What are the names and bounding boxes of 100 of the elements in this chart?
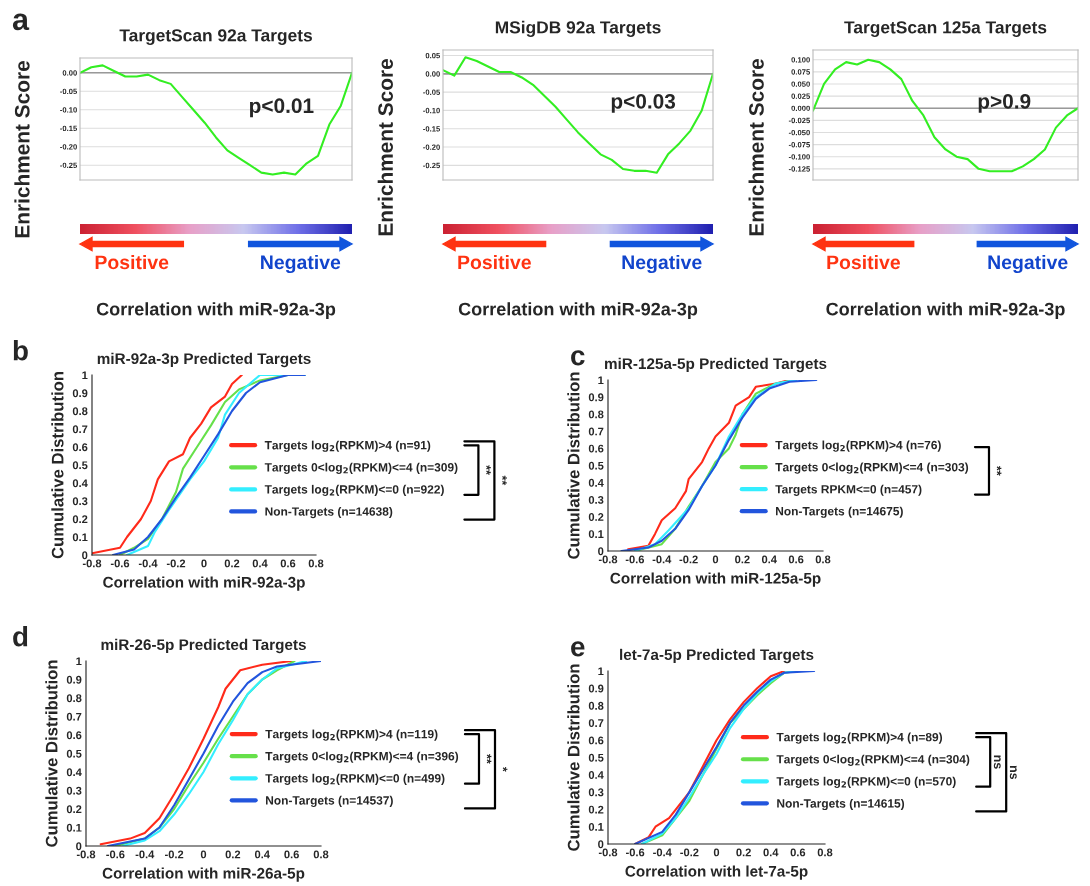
y-tick-label: 0.7 xyxy=(66,712,82,721)
y-tick-label: 1 xyxy=(82,371,88,380)
x-axis-title: Correlation with let-7a-5p xyxy=(625,865,808,880)
annotation: p>0.9 xyxy=(978,93,1031,113)
x-tick-label: -0.6 xyxy=(110,559,130,568)
y-tick-label: 0.3 xyxy=(588,788,604,797)
y-tick-label: 0.2 xyxy=(588,805,604,814)
x-tick-label: -0.2 xyxy=(164,850,184,859)
x-axis-title: Correlation with miR-92a-3p xyxy=(458,302,698,320)
x-axis-title: Correlation with miR-92a-3p xyxy=(96,302,336,320)
y-tick-label: 0.6 xyxy=(588,736,604,745)
chart-title: miR-125a-5p Predicted Targets xyxy=(605,357,827,373)
chart-title: miR-26-5p Predicted Targets xyxy=(101,638,306,654)
x-tick-label: 0 xyxy=(201,559,207,568)
line-series xyxy=(443,56,713,174)
legend-label: Targets log$_{2}$(RPKM)>4 (n=119) xyxy=(265,729,438,741)
y-tick-label: 0.1 xyxy=(66,823,82,832)
x-tick-label: 0.4 xyxy=(254,850,270,859)
y-tick-label: 0.4 xyxy=(588,771,604,779)
y-tick-label: 0.3 xyxy=(66,786,82,795)
y-tick-label: 0.4 xyxy=(66,768,82,777)
x-tick-label: 0.6 xyxy=(284,850,299,859)
line-series xyxy=(813,58,1078,173)
y-tick-label: 0.7 xyxy=(72,425,88,434)
legend-label: Targets log$_{2}$(RPKM)<=0 (n=922) xyxy=(264,484,444,497)
x-tick-label: 0.4 xyxy=(761,555,777,564)
text: Negative xyxy=(622,254,702,274)
legend-label: Targets 0<log$_{2}$(RPKM)<=4 (n=309) xyxy=(264,462,458,474)
text: ** xyxy=(996,465,1002,476)
chart-title: TargetScan 125a Targets xyxy=(844,21,1047,38)
x-tick-label: -0.2 xyxy=(680,848,699,857)
annotation: p<0.03 xyxy=(611,93,676,113)
x-tick-label: 0.8 xyxy=(815,555,831,564)
y-tick-label: 0.3 xyxy=(72,497,88,506)
y-tick-label: 0 xyxy=(76,842,82,851)
x-tick-label: 0.2 xyxy=(225,850,241,859)
text: Positive xyxy=(827,254,900,270)
y-axis-title: Cumulative Distribution xyxy=(45,660,58,847)
x-tick-label: -0.4 xyxy=(138,559,158,568)
legend-label: Targets RPKM<=0 (n=457) xyxy=(775,484,922,496)
y-tick-label: 0 xyxy=(598,840,604,849)
chart-title: let-7a-5p Predicted Targets xyxy=(620,648,814,664)
x-tick-label: -0.8 xyxy=(598,848,618,857)
text: d xyxy=(13,626,28,647)
y-axis-title: Cumulative Distribution xyxy=(51,372,64,559)
x-tick-label: 0.2 xyxy=(736,848,751,857)
x-tick-label: -0.4 xyxy=(653,848,672,857)
chart-title: miR-92a-3p Predicted Targets xyxy=(97,352,311,368)
legend-label: Non-Targets (n=14537) xyxy=(266,795,393,808)
y-tick-label: 0.7 xyxy=(588,719,604,728)
chart-title: MSigDB 92a Targets xyxy=(495,20,661,38)
y-tick-label: 0.2 xyxy=(72,515,88,524)
y-tick-label: 0.8 xyxy=(588,410,604,419)
x-axis-title: Correlation with miR-92a-3p xyxy=(103,576,305,591)
y-tick-label: 0.8 xyxy=(72,407,88,416)
x-tick-label: 0.8 xyxy=(817,848,833,857)
text: ** xyxy=(502,475,507,486)
text: ** xyxy=(486,465,491,475)
y-tick-label: 0 xyxy=(598,547,604,556)
y-axis-title: Enrichment Score xyxy=(377,59,393,236)
x-axis-title: Correlation with miR-125a-5p xyxy=(610,572,821,587)
text: b xyxy=(13,340,28,361)
y-tick-label: 0.6 xyxy=(588,444,604,453)
text: ns xyxy=(1009,765,1017,780)
legend-label: Targets log$_{2}$(RPKM)<=0 (n=570) xyxy=(776,776,956,788)
y-tick-label: 0.9 xyxy=(588,684,604,693)
y-tick-label: 0.5 xyxy=(588,753,604,762)
text: ** xyxy=(486,754,492,764)
y-tick-label: 0.9 xyxy=(72,389,88,398)
legend-label: Non-Targets (n=14638) xyxy=(265,506,393,519)
x-tick-label: -0.2 xyxy=(679,555,698,564)
y-tick-label: 0.6 xyxy=(66,731,82,740)
text: Positive xyxy=(458,254,531,270)
x-tick-label: 0.2 xyxy=(224,559,240,568)
y-tick-label: 0.2 xyxy=(588,513,604,521)
y-tick-label: 0.8 xyxy=(66,694,82,703)
x-tick-label: 0 xyxy=(713,848,720,857)
y-tick-label: 1 xyxy=(76,657,82,666)
text: Positive xyxy=(95,254,169,270)
legend-label: Targets 0<log$_{2}$(RPKM)<=4 (n=304) xyxy=(776,754,970,766)
y-axis-title: Enrichment Score xyxy=(748,59,764,236)
legend-label: Targets 0<log$_{2}$(RPKM)<=4 (n=396) xyxy=(265,751,459,763)
x-tick-label: 0.4 xyxy=(252,559,268,568)
y-tick-label: 0.1 xyxy=(588,822,604,831)
y-axis-title: Enrichment Score xyxy=(14,61,30,238)
x-tick-label: -0.8 xyxy=(598,555,618,564)
y-tick-label: 0.1 xyxy=(588,530,604,539)
y-tick-label: 0.4 xyxy=(72,479,88,488)
y-tick-label: 0.2 xyxy=(66,805,82,814)
y-tick-label: 0.3 xyxy=(588,495,604,504)
text: e xyxy=(571,641,585,657)
y-tick-label: 0.7 xyxy=(588,427,604,436)
x-tick-label: 0.6 xyxy=(280,559,296,568)
x-tick-label: -0.4 xyxy=(135,850,155,859)
text: a xyxy=(12,13,30,31)
y-tick-label: 0.5 xyxy=(588,461,604,470)
y-tick-label: 0.6 xyxy=(72,443,88,452)
legend-label: Targets log$_{2}$(RPKM)>4 (n=91) xyxy=(264,440,431,452)
y-tick-label: 0.5 xyxy=(66,749,82,758)
x-tick-label: 0.8 xyxy=(308,559,324,568)
